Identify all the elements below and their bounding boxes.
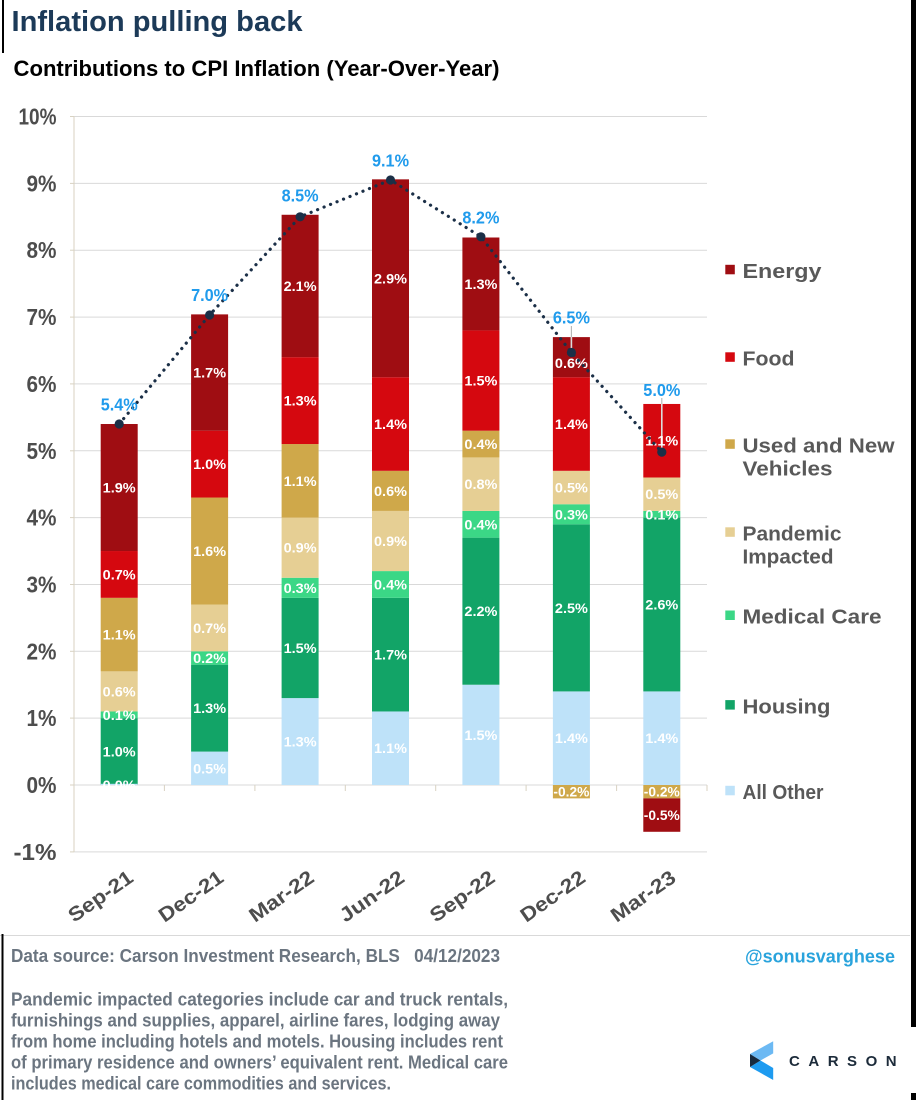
svg-text:0.7%: 0.7% <box>103 566 137 582</box>
svg-text:Inflation pulling back: Inflation pulling back <box>12 6 304 38</box>
svg-text:1.0%: 1.0% <box>103 744 137 760</box>
svg-text:1.4%: 1.4% <box>555 730 589 746</box>
svg-text:Energy: Energy <box>743 261 823 283</box>
svg-text:0.1%: 0.1% <box>103 707 137 723</box>
svg-text:Impacted: Impacted <box>743 547 834 569</box>
svg-text:0.9%: 0.9% <box>284 540 318 556</box>
svg-text:1.1%: 1.1% <box>374 740 408 756</box>
svg-text:-0.5%: -0.5% <box>644 807 681 823</box>
svg-text:2.2%: 2.2% <box>464 603 498 619</box>
svg-text:6.5%: 6.5% <box>553 308 590 328</box>
svg-text:Contributions to CPI Inflation: Contributions to CPI Inflation (Year-Ove… <box>14 56 500 81</box>
svg-text:Pandemic: Pandemic <box>743 524 842 546</box>
svg-text:1.0%: 1.0% <box>193 456 227 472</box>
svg-text:7.0%: 7.0% <box>191 285 228 305</box>
svg-text:0.3%: 0.3% <box>284 580 318 596</box>
svg-text:0.7%: 0.7% <box>193 620 227 636</box>
svg-text:from home including hotels and: from home including hotels and motels. H… <box>11 1032 503 1052</box>
svg-text:2.9%: 2.9% <box>374 270 408 286</box>
svg-text:Housing: Housing <box>743 696 831 718</box>
svg-text:1.5%: 1.5% <box>464 373 498 389</box>
svg-text:4%: 4% <box>27 505 57 531</box>
svg-text:-0.2%: -0.2% <box>644 784 681 800</box>
svg-text:1%: 1% <box>27 705 57 731</box>
svg-text:1.4%: 1.4% <box>555 416 589 432</box>
svg-text:-0.2%: -0.2% <box>553 784 590 800</box>
svg-text:1.1%: 1.1% <box>645 433 679 449</box>
svg-text:0.0%: 0.0% <box>103 777 137 793</box>
svg-text:5.0%: 5.0% <box>643 380 680 400</box>
svg-text:1.4%: 1.4% <box>645 730 679 746</box>
svg-text:0.2%: 0.2% <box>193 650 227 666</box>
svg-text:0%: 0% <box>27 772 57 798</box>
svg-text:8.5%: 8.5% <box>282 186 319 206</box>
svg-text:1.7%: 1.7% <box>193 365 227 381</box>
svg-text:1.1%: 1.1% <box>103 627 137 643</box>
svg-text:9.1%: 9.1% <box>372 151 409 171</box>
svg-text:includes medical care commodit: includes medical care commodities and se… <box>11 1074 391 1094</box>
svg-text:furnishings and supplies, appa: furnishings and supplies, apparel, airli… <box>11 1011 500 1031</box>
svg-text:0.6%: 0.6% <box>555 355 589 371</box>
svg-text:0.4%: 0.4% <box>464 516 498 532</box>
svg-text:Used and New: Used and New <box>743 436 895 458</box>
svg-text:0.1%: 0.1% <box>645 506 679 522</box>
svg-text:0.5%: 0.5% <box>193 760 227 776</box>
svg-text:2.1%: 2.1% <box>284 278 318 294</box>
svg-text:1.5%: 1.5% <box>464 727 498 743</box>
svg-text:8%: 8% <box>27 237 57 263</box>
svg-text:0.5%: 0.5% <box>645 486 679 502</box>
svg-text:2.6%: 2.6% <box>645 597 679 613</box>
svg-text:Data source: Carson Investment: Data source: Carson Investment Research,… <box>11 946 500 966</box>
svg-text:8.2%: 8.2% <box>462 207 499 227</box>
svg-text:0.9%: 0.9% <box>374 533 408 549</box>
svg-text:1.3%: 1.3% <box>284 734 318 750</box>
svg-text:1.9%: 1.9% <box>103 480 137 496</box>
svg-text:Medical Care: Medical Care <box>743 607 882 629</box>
svg-text:1.3%: 1.3% <box>464 276 498 292</box>
svg-text:0.6%: 0.6% <box>374 483 408 499</box>
svg-text:Food: Food <box>743 349 795 371</box>
svg-text:2%: 2% <box>27 638 57 664</box>
svg-text:6%: 6% <box>27 371 57 397</box>
svg-text:5%: 5% <box>27 438 57 464</box>
svg-text:1.7%: 1.7% <box>374 647 408 663</box>
svg-text:-1%: -1% <box>14 839 57 865</box>
svg-text:1.1%: 1.1% <box>284 473 318 489</box>
svg-text:1.3%: 1.3% <box>193 700 227 716</box>
svg-text:All Other: All Other <box>743 782 824 804</box>
svg-text:Pandemic impacted categories i: Pandemic impacted categories include car… <box>11 989 508 1009</box>
svg-text:10%: 10% <box>19 104 57 130</box>
svg-text:@sonusvarghese: @sonusvarghese <box>745 947 895 967</box>
svg-text:0.4%: 0.4% <box>374 577 408 593</box>
svg-text:1.4%: 1.4% <box>374 416 408 432</box>
svg-text:9%: 9% <box>27 170 57 196</box>
svg-text:Vehicles: Vehicles <box>743 459 833 481</box>
svg-text:1.5%: 1.5% <box>284 640 318 656</box>
svg-text:3%: 3% <box>27 572 57 598</box>
svg-text:0.3%: 0.3% <box>555 506 589 522</box>
svg-text:2.5%: 2.5% <box>555 600 589 616</box>
svg-text:7%: 7% <box>27 304 57 330</box>
svg-text:0.4%: 0.4% <box>464 436 498 452</box>
svg-text:0.5%: 0.5% <box>555 480 589 496</box>
svg-text:0.6%: 0.6% <box>103 683 137 699</box>
svg-text:5.4%: 5.4% <box>101 395 138 415</box>
svg-text:1.3%: 1.3% <box>284 393 318 409</box>
svg-text:0.8%: 0.8% <box>464 476 498 492</box>
svg-text:of primary residence and owner: of primary residence and owners’ equival… <box>11 1053 508 1073</box>
svg-text:1.6%: 1.6% <box>193 543 227 559</box>
